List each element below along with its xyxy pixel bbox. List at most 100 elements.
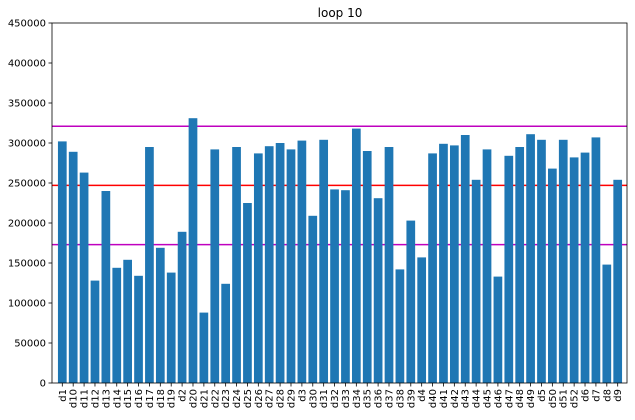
x-tick-label: d13 bbox=[101, 389, 112, 408]
bar-d2 bbox=[177, 231, 187, 383]
bar-d31 bbox=[319, 139, 329, 383]
x-tick-label: d41 bbox=[439, 389, 450, 408]
bar-d8 bbox=[602, 264, 612, 383]
bar-d48 bbox=[515, 147, 525, 383]
x-tick-label: d46 bbox=[493, 389, 504, 408]
x-tick-label: d37 bbox=[385, 389, 396, 408]
x-tick-label: d47 bbox=[504, 389, 515, 408]
y-tick-label: 350000 bbox=[8, 99, 46, 110]
x-tick-label: d44 bbox=[472, 389, 483, 408]
x-tick-label: d40 bbox=[428, 389, 439, 408]
bar-d6 bbox=[580, 152, 590, 383]
x-tick-label: d45 bbox=[483, 389, 494, 408]
x-tick-label: d7 bbox=[591, 389, 602, 402]
x-tick-label: d51 bbox=[559, 389, 570, 408]
bar-d12 bbox=[90, 280, 100, 383]
bar-d43 bbox=[460, 135, 470, 383]
bars bbox=[57, 118, 623, 383]
x-tick-label: d52 bbox=[570, 389, 581, 408]
bar-d36 bbox=[373, 198, 383, 383]
axes bbox=[51, 22, 628, 384]
x-tick-label: d1 bbox=[58, 389, 69, 402]
x-tick-label: d21 bbox=[199, 389, 210, 408]
bar-d39 bbox=[406, 220, 416, 383]
bar-d9 bbox=[613, 179, 623, 383]
x-tick-label: d2 bbox=[178, 389, 189, 402]
x-tick-label: d14 bbox=[112, 389, 123, 408]
x-tick-label: d49 bbox=[526, 389, 537, 408]
x-tick-label: d15 bbox=[123, 389, 134, 408]
y-tick-label: 100000 bbox=[8, 299, 46, 310]
bar-d11 bbox=[79, 172, 89, 383]
x-tick-label: d18 bbox=[156, 389, 167, 408]
x-tick-label: d29 bbox=[286, 389, 297, 408]
x-tick-label: d10 bbox=[69, 389, 80, 408]
bar-d37 bbox=[384, 147, 394, 383]
plot-frame bbox=[51, 22, 628, 384]
bar-d40 bbox=[428, 153, 437, 383]
bar-d7 bbox=[591, 137, 601, 383]
x-tick-label: d8 bbox=[602, 389, 613, 402]
bar-d14 bbox=[112, 267, 122, 383]
bar-d30 bbox=[308, 215, 318, 383]
bar-d45 bbox=[482, 149, 492, 383]
y-tick-label: 300000 bbox=[8, 139, 46, 150]
bar-d26 bbox=[253, 153, 263, 383]
x-tick-label: d23 bbox=[221, 389, 232, 408]
bar-d35 bbox=[362, 151, 372, 383]
x-tick-label: d36 bbox=[374, 389, 385, 408]
bar-d33 bbox=[341, 190, 350, 383]
x-tick-label: d38 bbox=[395, 389, 406, 408]
x-tick-label: d20 bbox=[188, 389, 199, 408]
bar-d13 bbox=[101, 191, 111, 383]
x-tick-label: d43 bbox=[461, 389, 472, 408]
bar-d52 bbox=[569, 157, 579, 383]
x-tick-label: d32 bbox=[330, 389, 341, 408]
x-tick-label: d5 bbox=[537, 389, 548, 402]
x-tick-label: d6 bbox=[581, 389, 592, 402]
x-tick-label: d19 bbox=[167, 389, 178, 408]
y-tick-label: 0 bbox=[40, 379, 46, 390]
bar-d25 bbox=[243, 203, 252, 383]
bar-d1 bbox=[57, 141, 67, 383]
y-tick-label: 400000 bbox=[8, 59, 46, 70]
x-tick-label: d26 bbox=[254, 389, 265, 408]
bar-d44 bbox=[471, 179, 481, 383]
y-axis-ticks: 0 50000 100000 150000 200000 250000 300000 3500… bbox=[8, 19, 52, 390]
bar-d46 bbox=[493, 276, 503, 383]
x-tick-label: d22 bbox=[210, 389, 221, 408]
x-tick-label: d28 bbox=[276, 389, 287, 408]
bar-d3 bbox=[297, 140, 307, 383]
x-tick-label: d3 bbox=[297, 389, 308, 402]
bar-d42 bbox=[449, 145, 459, 383]
x-tick-label: d31 bbox=[319, 389, 330, 408]
x-tick-label: d16 bbox=[134, 389, 145, 408]
bar-d5 bbox=[537, 139, 546, 383]
bar-d18 bbox=[155, 247, 165, 383]
x-tick-label: d12 bbox=[90, 389, 101, 408]
x-tick-label: d48 bbox=[515, 389, 526, 408]
x-tick-label: d27 bbox=[265, 389, 276, 408]
bar-d51 bbox=[558, 139, 568, 383]
x-tick-label: d42 bbox=[450, 389, 461, 408]
x-tick-label: d17 bbox=[145, 389, 156, 408]
bar-d28 bbox=[275, 143, 285, 383]
bar-d50 bbox=[548, 168, 557, 383]
bar-d38 bbox=[395, 269, 405, 383]
bar-d10 bbox=[68, 151, 78, 383]
bar-d19 bbox=[166, 272, 176, 383]
x-tick-label: d24 bbox=[232, 389, 243, 408]
x-tick-label: d50 bbox=[548, 389, 559, 408]
x-tick-label: d4 bbox=[417, 389, 428, 402]
bar-d21 bbox=[199, 312, 209, 383]
bar-d23 bbox=[221, 283, 231, 383]
y-tick-label: 250000 bbox=[8, 179, 46, 190]
bar-d49 bbox=[526, 134, 535, 383]
x-tick-label: d9 bbox=[613, 389, 624, 402]
bar-d15 bbox=[123, 259, 132, 383]
bar-d22 bbox=[210, 149, 220, 383]
y-tick-label: 50000 bbox=[14, 339, 46, 350]
x-axis-ticks: d1 d10 d11 d12 d13 d14 d15 d16 d17 d18 d19 d2 d20 d21… bbox=[58, 383, 624, 408]
